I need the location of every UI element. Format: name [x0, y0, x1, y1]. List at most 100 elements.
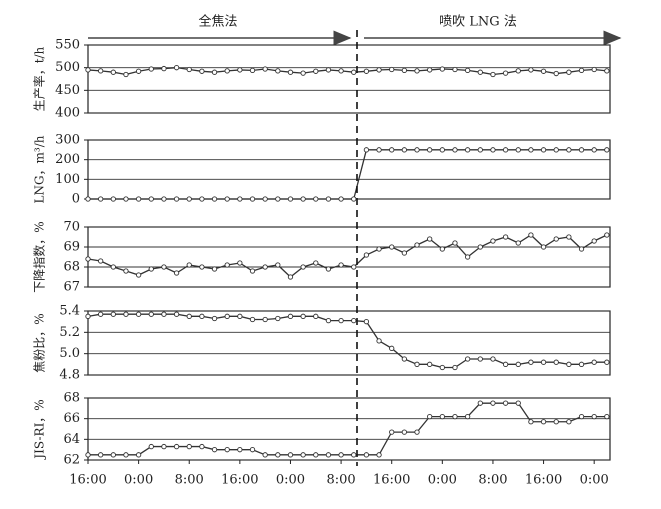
x-tick-label: 8:00: [478, 473, 507, 488]
data-point: [540, 68, 547, 74]
data-point: [490, 356, 496, 362]
data-point: [123, 311, 129, 317]
y-tick-label: 70: [63, 220, 80, 235]
data-point: [528, 67, 534, 73]
data-point: [135, 272, 142, 278]
data-point: [566, 147, 572, 153]
data-point: [211, 196, 218, 202]
y-axis-label: 下降指数，%: [32, 221, 47, 292]
data-point: [439, 413, 445, 420]
data-point: [98, 196, 104, 202]
data-point: [110, 264, 116, 270]
data-point: [237, 313, 243, 319]
y-tick-label: 300: [55, 133, 80, 148]
data-point: [363, 319, 370, 325]
data-point: [490, 238, 496, 244]
data-point: [553, 359, 559, 365]
data-point: [351, 264, 357, 270]
data-point: [528, 147, 534, 153]
data-point: [490, 147, 496, 153]
data-point: [604, 359, 610, 365]
data-point: [515, 68, 521, 74]
data-point: [313, 313, 319, 319]
data-point: [275, 68, 281, 74]
data-point: [553, 70, 559, 77]
data-point: [325, 266, 332, 272]
data-point: [123, 452, 129, 458]
data-point: [528, 419, 534, 425]
data-point: [604, 147, 610, 153]
data-point: [351, 69, 357, 75]
data-point: [452, 240, 458, 246]
data-point: [325, 67, 332, 73]
data-point: [414, 147, 420, 153]
data-point: [452, 147, 458, 153]
data-point: [401, 356, 408, 362]
y-axis-label: 焦粉比，%: [33, 313, 47, 372]
data-point: [414, 429, 420, 435]
data-point: [135, 452, 142, 458]
y-axis-label: 生产率，t/h: [32, 46, 47, 111]
data-point: [338, 262, 344, 268]
data-point: [464, 254, 471, 260]
y-tick-label: 550: [55, 38, 80, 53]
data-point: [502, 400, 509, 406]
data-point: [566, 361, 572, 367]
data-point: [540, 359, 547, 365]
data-point: [300, 452, 306, 458]
data-point: [338, 68, 344, 74]
data-point: [338, 196, 344, 202]
data-point: [515, 147, 521, 153]
data-point: [363, 147, 370, 153]
data-point: [604, 68, 610, 74]
data-point: [515, 400, 521, 406]
data-point: [123, 71, 129, 78]
data-point: [591, 238, 597, 244]
data-point: [553, 419, 559, 425]
data-point: [262, 452, 268, 458]
data-point: [427, 236, 433, 242]
data-point: [237, 196, 243, 202]
data-point: [376, 67, 382, 73]
y-tick-label: 4.8: [59, 368, 80, 383]
data-point: [287, 69, 294, 75]
data-point: [148, 443, 154, 450]
data-point: [363, 452, 370, 458]
data-point: [528, 232, 534, 238]
data-point: [173, 270, 180, 276]
data-point: [427, 147, 433, 153]
x-tick-label: 16:00: [373, 473, 410, 488]
data-point: [199, 313, 205, 319]
data-point: [439, 147, 445, 153]
data-point: [173, 65, 180, 71]
data-point: [401, 147, 408, 153]
x-tick-label: 8:00: [175, 473, 204, 488]
data-point: [528, 359, 534, 365]
data-point: [313, 68, 319, 74]
data-point: [275, 452, 281, 458]
data-point: [578, 246, 585, 252]
data-point: [351, 317, 357, 324]
data-point: [389, 429, 395, 435]
data-point: [300, 196, 306, 202]
x-tick-label: 16:00: [525, 473, 562, 488]
data-point: [224, 262, 230, 268]
y-tick-label: 5.4: [59, 304, 80, 319]
data-point: [85, 313, 91, 319]
data-point: [262, 264, 268, 270]
data-point: [439, 364, 445, 371]
data-point: [389, 345, 395, 351]
plot-frame: [87, 226, 611, 288]
data-point: [389, 66, 395, 73]
data-point: [401, 67, 408, 74]
data-point: [275, 262, 281, 268]
data-point: [110, 196, 116, 202]
data-point: [515, 361, 521, 367]
data-point: [427, 361, 433, 367]
data-point: [578, 147, 585, 153]
plot-frame: [87, 310, 611, 376]
data-point: [135, 311, 142, 317]
y-tick-label: 66: [63, 411, 80, 426]
plot-frame: [87, 44, 611, 114]
data-point: [85, 256, 91, 262]
